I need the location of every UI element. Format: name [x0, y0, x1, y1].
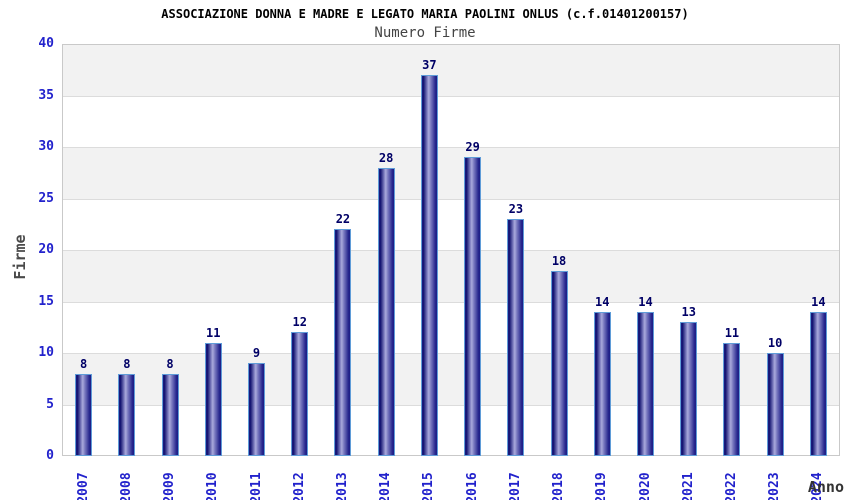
bar-2014 — [377, 167, 395, 456]
y-tick-label: 5 — [46, 396, 54, 412]
y-tick-label: 15 — [38, 293, 54, 309]
x-tick-label: 2017 — [507, 472, 523, 500]
bar-value-label: 12 — [292, 315, 307, 330]
bar-value-label: 8 — [79, 356, 88, 371]
bar-value-label: 11 — [206, 325, 221, 340]
x-tick-label: 2012 — [291, 472, 307, 500]
bar-2022 — [723, 342, 741, 456]
plot-band — [63, 148, 839, 200]
y-tick-label: 25 — [38, 190, 54, 206]
x-tick-label: 2023 — [767, 472, 783, 500]
bar-value-label: 18 — [551, 253, 567, 268]
x-axis-title: Anno — [807, 478, 844, 496]
y-tick-label: 40 — [38, 36, 54, 51]
plot-band — [63, 45, 839, 97]
bar-2019 — [593, 311, 611, 456]
x-tick-label: 2015 — [421, 472, 437, 500]
x-tick-label: 2022 — [723, 472, 739, 500]
bar-value-label: 10 — [767, 336, 783, 350]
bar-2015 — [420, 74, 438, 456]
bar-2011 — [248, 363, 265, 456]
bar-value-label: 37 — [422, 57, 437, 72]
bar-2017 — [507, 219, 525, 456]
plot-band — [63, 200, 839, 252]
gridline — [63, 353, 839, 354]
gridline — [63, 95, 839, 97]
bar-2024 — [809, 311, 827, 456]
bar-value-label: 29 — [465, 140, 480, 155]
gridline — [63, 250, 839, 251]
y-tick-label: 20 — [38, 242, 54, 257]
bar-2018 — [550, 270, 568, 456]
x-tick-label: 2020 — [637, 472, 653, 500]
x-tick-label: 2010 — [205, 472, 221, 500]
x-tick-label: 2008 — [118, 472, 134, 500]
y-axis-title: Firme — [11, 234, 29, 280]
y-tick-label: 30 — [38, 139, 54, 154]
gridline — [63, 147, 839, 148]
x-tick-label: 2016 — [464, 472, 480, 500]
y-tick-label: 35 — [38, 87, 54, 103]
x-tick-label: 2021 — [680, 472, 696, 500]
x-tick-label: 2013 — [334, 472, 350, 500]
bar-value-label: 13 — [681, 305, 696, 320]
bar-value-label: 14 — [811, 294, 826, 309]
x-tick-label: 2014 — [378, 472, 394, 500]
x-tick-label: 2018 — [551, 472, 567, 500]
bar-2013 — [334, 229, 352, 456]
bar-2007 — [75, 373, 93, 456]
bar-value-label: 22 — [335, 212, 351, 227]
bar-value-label: 8 — [166, 356, 174, 371]
plot-band — [63, 354, 839, 406]
x-tick-label: 2011 — [248, 472, 264, 500]
chart-title: ASSOCIAZIONE DONNA E MADRE E LEGATO MARI… — [161, 7, 689, 21]
y-tick-label: 10 — [38, 345, 54, 360]
x-tick-label: 2019 — [594, 472, 610, 500]
bar-2023 — [766, 353, 784, 456]
x-tick-label: 2007 — [75, 472, 91, 500]
bar-2008 — [118, 373, 136, 456]
y-tick-label: 0 — [46, 448, 54, 463]
gridline — [63, 301, 839, 303]
x-tick-label: 2009 — [162, 472, 178, 500]
bar-value-label: 9 — [252, 346, 261, 361]
chart-subtitle: Numero Firme — [374, 25, 476, 41]
bar-value-label: 28 — [378, 150, 394, 165]
bar-value-label: 14 — [638, 294, 653, 309]
bar-2016 — [464, 157, 482, 456]
bar-value-label: 14 — [595, 294, 610, 309]
bar-value-label: 23 — [508, 202, 524, 217]
bar-2020 — [637, 311, 654, 456]
bar-value-label: 11 — [724, 325, 740, 340]
bar-2012 — [291, 332, 309, 456]
bar-value-label: 8 — [123, 356, 131, 371]
plot-band — [63, 251, 839, 303]
bar-2021 — [680, 322, 698, 456]
bar-2010 — [204, 342, 222, 456]
gridline — [63, 198, 839, 200]
bar-2009 — [161, 373, 179, 456]
plot-area — [62, 44, 840, 456]
gridline — [63, 404, 839, 406]
